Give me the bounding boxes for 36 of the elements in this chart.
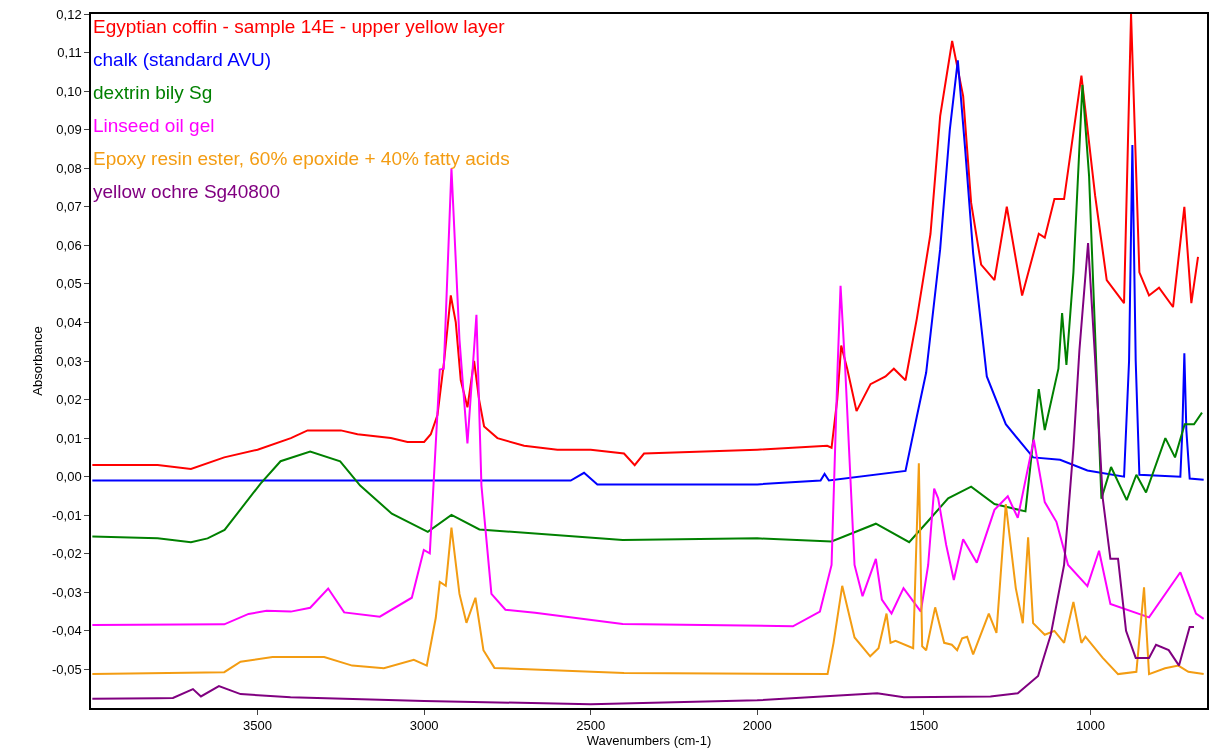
y-tick-label: -0,04 [52,623,82,639]
y-tick-label: 0,08 [56,160,82,176]
y-tick-label: 0,03 [56,353,82,369]
line-series [91,167,1205,628]
y-tick-label: 0,07 [56,199,82,215]
line-series [91,83,1203,544]
text: Linseed oil gel [93,115,215,136]
text: dextrin bily Sg [93,82,213,103]
x-tick-label: 1000 [1075,718,1105,734]
y-tick-label: -0,05 [52,661,82,677]
text: yellow ochre Sg40800 [93,181,280,202]
x-tick-label: 2500 [576,718,606,734]
y-tick-label: 0,01 [56,430,82,446]
x-axis-title: Wavenumbers (cm-1) [586,733,712,749]
y-tick-label: -0,03 [52,584,82,600]
y-tick-label: 0,11 [57,45,82,61]
x-tick-label: 2000 [742,718,772,734]
y-tick-label: 0,09 [56,122,82,138]
line-series [91,242,1196,706]
x-tick-label: 3000 [409,718,439,734]
y-tick-label: 0,10 [56,83,82,99]
y-tick-label: -0,01 [52,507,82,523]
text: Egyptian coffin - sample 14E - upper yellow layer [93,16,506,37]
y-tick-label: 0,05 [56,276,82,292]
y-tick-label: -0,02 [52,546,82,562]
y-tick-label: 0,00 [56,469,82,485]
y-tick-label: 0,12 [56,6,82,22]
text: chalk (standard AVU) [93,49,272,70]
y-tick-label: 0,04 [56,314,82,330]
line-series [91,462,1205,676]
y-tick-label: 0,02 [56,392,82,408]
text: Epoxy resin ester, 60% epoxide + 40% fatty acids [93,148,510,169]
x-tick-label: 1500 [909,718,939,734]
y-axis-title: Absorbance [30,326,46,396]
x-tick-label: 3500 [243,718,273,734]
y-tick-label: 0,06 [56,237,82,253]
